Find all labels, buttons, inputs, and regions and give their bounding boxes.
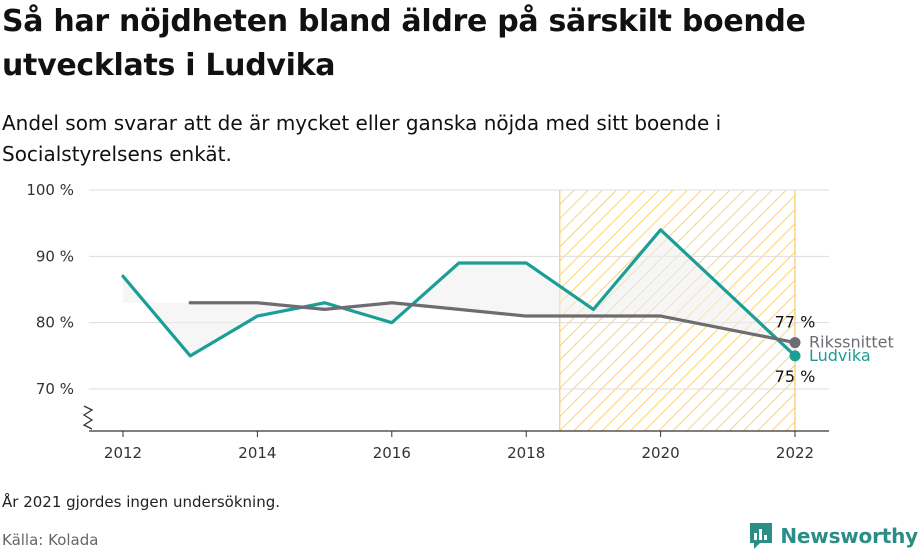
source-note: Källa: Kolada <box>2 531 99 549</box>
x-tick-label: 2016 <box>373 444 411 462</box>
series-label-ludvika: Ludvika <box>809 346 871 365</box>
x-tick-label: 2022 <box>776 444 814 462</box>
y-tick-label: 70 % <box>36 380 74 398</box>
axis-break-icon <box>82 405 94 430</box>
chart-subtitle: Andel som svarar att de är mycket eller … <box>2 111 722 166</box>
brand-name: Newsworthy <box>780 524 918 548</box>
x-tick-label: 2020 <box>642 444 680 462</box>
x-tick-label: 2018 <box>507 444 545 462</box>
brand-logo: Newsworthy <box>748 521 918 551</box>
series-label-rikssnittet: Rikssnittet <box>809 333 894 352</box>
x-tick-label: 2012 <box>104 444 142 462</box>
value-label-rikssnittet: 77 % <box>775 313 816 332</box>
newsworthy-logo-icon <box>750 523 773 549</box>
chart-title: Så har nöjdheten bland äldre på särskilt… <box>2 4 806 83</box>
y-tick-label: 90 % <box>36 247 74 265</box>
series-line-ludvika <box>121 228 797 358</box>
difference-area <box>123 229 795 356</box>
y-tick-label: 100 % <box>26 181 74 199</box>
footnote: År 2021 gjordes ingen undersökning. <box>2 493 281 511</box>
x-tick-label: 2014 <box>238 444 276 462</box>
end-point-marker <box>789 350 801 362</box>
value-label-ludvika: 75 % <box>775 367 816 386</box>
end-point-marker <box>789 337 801 349</box>
y-tick-label: 80 % <box>36 314 74 332</box>
